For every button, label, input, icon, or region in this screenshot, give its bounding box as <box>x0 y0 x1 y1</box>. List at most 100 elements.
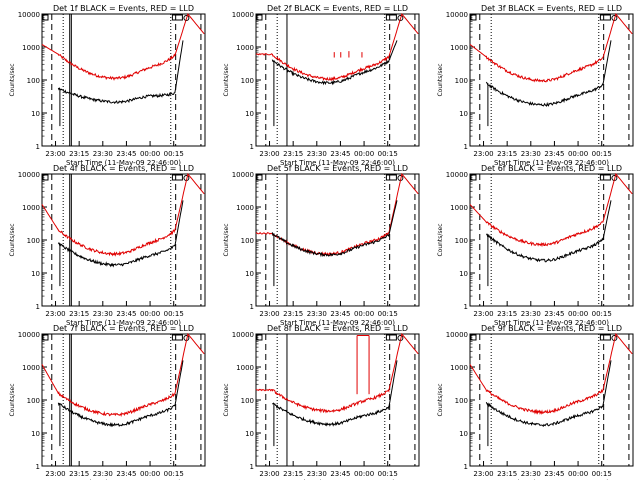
x-tick-label: 00:00 <box>354 150 374 158</box>
y-axis-label: Counts/sec <box>437 383 444 416</box>
x-tick-label: 23:15 <box>283 470 303 478</box>
plot-frame <box>255 333 420 467</box>
y-tick-label: 100 <box>27 77 40 85</box>
y-tick-label: 10 <box>459 430 468 438</box>
y-tick-label: 10 <box>245 430 254 438</box>
x-tick-label: 23:45 <box>116 150 136 158</box>
x-tick-label: 00:15 <box>592 310 612 318</box>
y-tick-label: 100 <box>27 237 40 245</box>
y-tick-label: 10 <box>459 110 468 118</box>
x-tick-label: 23:30 <box>307 310 327 318</box>
x-tick-label: 23:15 <box>497 310 517 318</box>
y-tick-label: 1 <box>36 463 40 471</box>
lld-series <box>41 172 205 257</box>
x-axis-label: Start Time (11-May-09 22:46:00) <box>280 319 395 327</box>
y-tick-label: 10 <box>31 110 40 118</box>
x-tick-label: 23:00 <box>473 310 493 318</box>
x-tick-label: 00:15 <box>592 470 612 478</box>
panel-title: Det 9f BLACK = Events, RED = LLD <box>481 324 622 333</box>
y-tick-label: 100 <box>241 77 254 85</box>
x-tick-label: 23:15 <box>69 150 89 158</box>
x-tick-label: 00:15 <box>164 310 184 318</box>
x-tick-label: 23:00 <box>473 150 493 158</box>
x-axis-label: Start Time (11-May-09 22:46:00) <box>280 159 395 167</box>
x-tick-label: 23:00 <box>259 150 279 158</box>
y-tick-label: 10000 <box>18 171 40 179</box>
x-tick-label: 23:45 <box>544 470 564 478</box>
y-tick-label: 1 <box>464 463 468 471</box>
panel-title: Det 1f BLACK = Events, RED = LLD <box>53 4 194 13</box>
y-tick-label: 10000 <box>446 331 468 339</box>
panel-title: Det 2f BLACK = Events, RED = LLD <box>267 4 408 13</box>
y-tick-label: 1 <box>250 303 254 311</box>
corner-box <box>42 174 49 181</box>
y-tick-label: 1000 <box>22 364 40 372</box>
panel-title: Det 4f BLACK = Events, RED = LLD <box>53 164 194 173</box>
x-tick-label: 23:30 <box>93 310 113 318</box>
x-tick-label: 00:15 <box>378 310 398 318</box>
x-tick-label: 00:00 <box>140 310 160 318</box>
x-tick-label: 23:45 <box>330 150 350 158</box>
events-series <box>485 200 612 263</box>
y-axis-label: Counts/sec <box>9 223 16 256</box>
lld-series <box>41 332 205 417</box>
lld-series <box>255 332 419 414</box>
x-tick-label: 00:00 <box>568 470 588 478</box>
x-tick-label: 23:00 <box>259 470 279 478</box>
panel-det-1f: Det 1f BLACK = Events, RED = LLD 1 10 100 10… <box>9 4 206 167</box>
events-series <box>485 40 612 107</box>
y-tick-label: 1 <box>250 143 254 151</box>
x-tick-label: 00:15 <box>164 150 184 158</box>
corner-box <box>42 14 49 21</box>
panel-det-3f: Det 3f BLACK = Events, RED = LLD 1 10 100 10… <box>437 4 634 167</box>
y-tick-label: 100 <box>455 397 468 405</box>
x-tick-label: 00:00 <box>568 150 588 158</box>
events-series <box>57 200 184 268</box>
plot-frame <box>41 173 206 307</box>
x-tick-label: 23:45 <box>116 470 136 478</box>
lld-series <box>255 12 419 82</box>
y-tick-label: 100 <box>241 237 254 245</box>
y-tick-label: 10000 <box>446 171 468 179</box>
x-tick-label: 23:00 <box>45 310 65 318</box>
y-axis-label: Counts/sec <box>223 223 230 256</box>
x-tick-label: 23:15 <box>69 310 89 318</box>
panel-det-7f: Det 7f BLACK = Events, RED = LLD 1 10 100 10… <box>9 324 206 480</box>
corner-box <box>385 174 397 181</box>
plot-frame <box>469 333 634 467</box>
corner-box <box>385 334 397 341</box>
y-axis-label: Counts/sec <box>437 63 444 96</box>
x-tick-label: 23:15 <box>283 310 303 318</box>
y-tick-label: 100 <box>455 77 468 85</box>
lld-series <box>41 12 205 81</box>
y-tick-label: 1000 <box>236 364 254 372</box>
panel-det-6f: Det 6f BLACK = Events, RED = LLD 1 10 100 10… <box>437 164 634 327</box>
y-tick-label: 10000 <box>18 11 40 19</box>
plot-frame <box>255 173 420 307</box>
y-tick-label: 1000 <box>450 364 468 372</box>
y-tick-label: 1 <box>250 463 254 471</box>
events-series <box>57 40 184 105</box>
x-tick-label: 00:15 <box>592 150 612 158</box>
x-axis-label: Start Time (11-May-09 22:46:00) <box>66 159 181 167</box>
y-tick-label: 100 <box>241 397 254 405</box>
corner-box <box>256 14 263 21</box>
lld-series <box>469 172 633 248</box>
x-tick-label: 23:30 <box>93 470 113 478</box>
corner-box <box>599 334 611 341</box>
y-tick-label: 1000 <box>236 44 254 52</box>
x-tick-label: 00:00 <box>568 310 588 318</box>
y-tick-label: 1 <box>464 303 468 311</box>
panel-title: Det 6f BLACK = Events, RED = LLD <box>481 164 622 173</box>
corner-box <box>470 334 477 341</box>
y-tick-label: 10000 <box>232 11 254 19</box>
panel-det-9f: Det 9f BLACK = Events, RED = LLD 1 10 100 10… <box>437 324 634 480</box>
corner-box <box>256 334 263 341</box>
panel-det-5f: Det 5f BLACK = Events, RED = LLD 1 10 100 10… <box>223 164 420 327</box>
y-tick-label: 1000 <box>450 204 468 212</box>
corner-box <box>599 174 611 181</box>
panel-title: Det 3f BLACK = Events, RED = LLD <box>481 4 622 13</box>
x-tick-label: 23:30 <box>521 470 541 478</box>
x-tick-label: 00:00 <box>354 310 374 318</box>
x-tick-label: 23:15 <box>497 470 517 478</box>
